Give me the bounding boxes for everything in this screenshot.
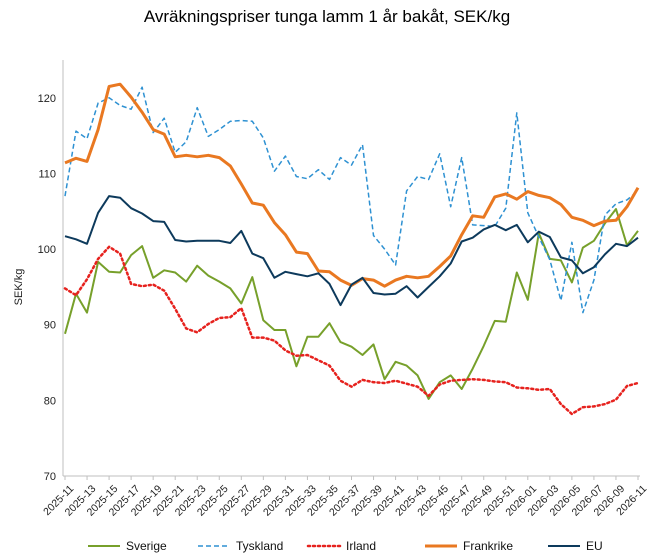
chart-title: Avräkningspriser tunga lamm 1 år bakåt, … bbox=[143, 7, 511, 26]
series-line-irland bbox=[63, 245, 640, 416]
legend-label-eu: EU bbox=[586, 539, 603, 553]
series-line-sverige bbox=[64, 208, 639, 400]
series-line-frankrike bbox=[64, 82, 640, 288]
legend-label-sverige: Sverige bbox=[126, 539, 167, 553]
y-tick-labels: 70 80 90 100 110 120 bbox=[38, 93, 56, 483]
series-lines bbox=[63, 82, 640, 416]
legend: Sverige Tyskland Irland Frankrike EU bbox=[88, 539, 603, 553]
y-tick-label: 100 bbox=[38, 244, 56, 256]
y-tick-label: 120 bbox=[38, 93, 56, 105]
x-tick-labels: 2025-112025-132025-152025-172025-192025-… bbox=[41, 476, 649, 519]
y-tick-label: 70 bbox=[44, 471, 56, 483]
y-tick-label: 80 bbox=[44, 395, 56, 407]
series-line-tyskland bbox=[64, 86, 639, 314]
y-tick-label: 90 bbox=[44, 320, 56, 332]
legend-label-frankrike: Frankrike bbox=[463, 539, 513, 553]
y-tick-label: 110 bbox=[38, 168, 56, 180]
y-axis-label: SEK/kg bbox=[13, 269, 25, 306]
legend-label-tyskland: Tyskland bbox=[236, 539, 283, 553]
series-line-eu bbox=[64, 195, 639, 307]
legend-label-irland: Irland bbox=[346, 539, 376, 553]
